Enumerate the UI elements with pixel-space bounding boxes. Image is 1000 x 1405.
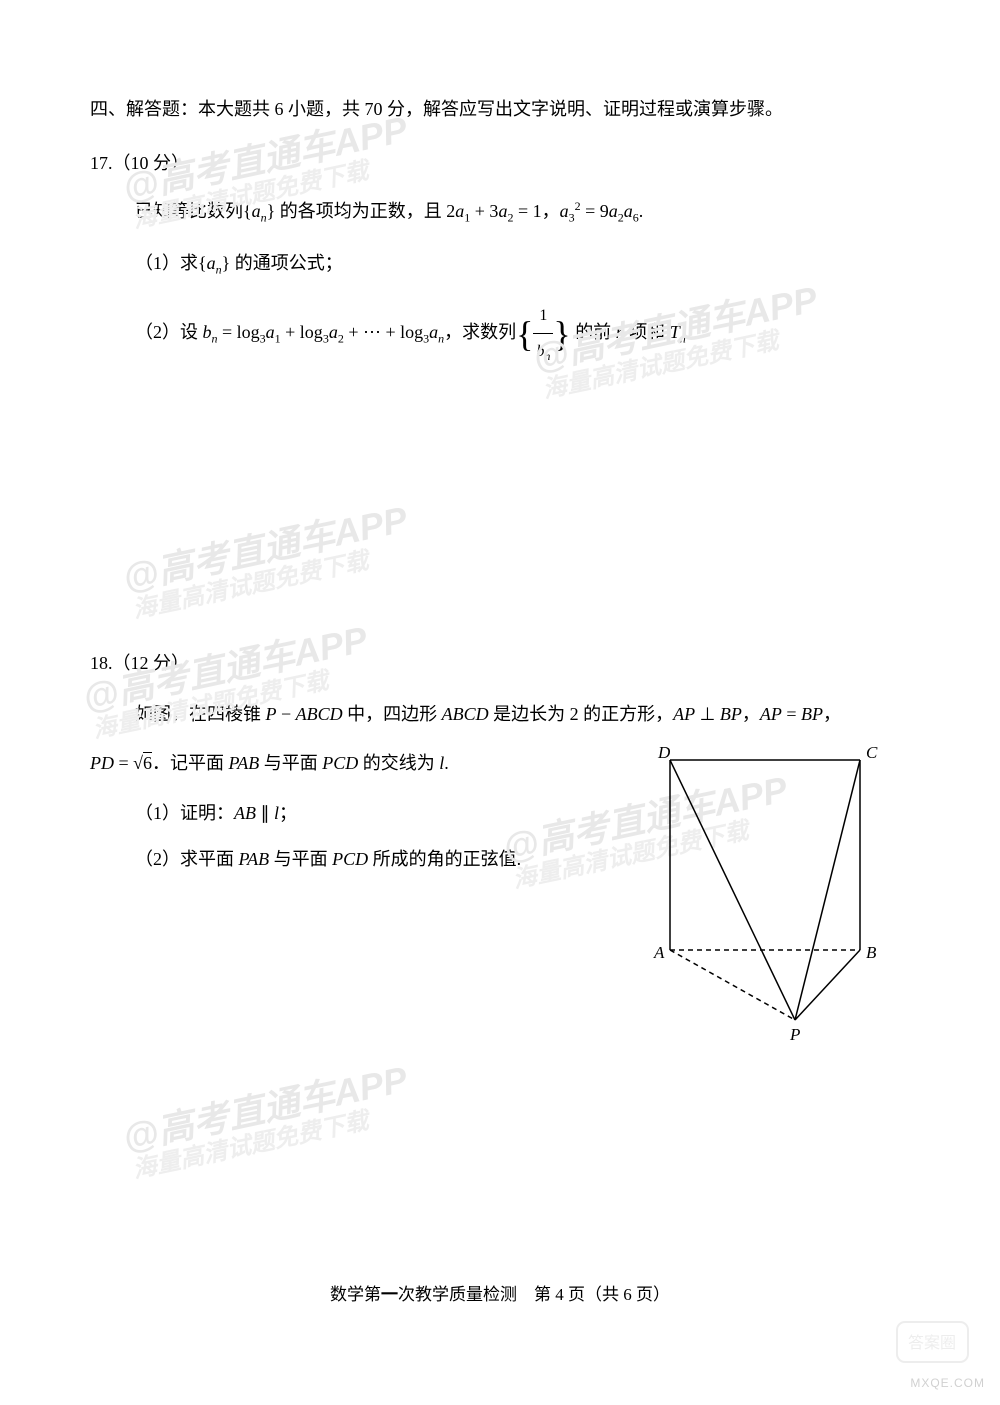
q17-intro: 已知等比数列{an} 的各项均为正数，且 2a1 + 3a2 = 1，a32 =… — [135, 195, 910, 229]
q17-part1: （1）求{an} 的通项公式； — [135, 249, 910, 278]
page-footer: 数学第一次教学质量检测 第 4 页（共 6 页） — [0, 1280, 1000, 1305]
svg-text:答案圈: 答案圈 — [908, 1334, 956, 1352]
corner-watermark-icon: 答案圈 — [895, 1320, 970, 1375]
vertex-label-P: P — [789, 1025, 800, 1044]
q17-header: 17.（10 分） — [90, 149, 910, 175]
watermark: @高考直通车APP — [118, 1051, 412, 1162]
watermark-sub: 海量高清试题免费下载 — [129, 1100, 371, 1184]
section-heading: 四、解答题：本大题共 6 小题，共 70 分，解答应写出文字说明、证明过程或演算… — [90, 95, 910, 124]
q18-header: 18.（12 分） — [90, 649, 910, 675]
q18-intro-line1: 如图，在四棱锥 P − ABCD 中，四边形 ABCD 是边长为 2 的正方形，… — [135, 695, 910, 735]
q18-part1: （1）证明：AB ∥ l； — [135, 799, 610, 825]
q17-part2: （2）设 bn = log3a1 + log3a2 + ⋯ + log3an，求… — [135, 298, 910, 370]
corner-watermark-url: MXQE.COM — [910, 1376, 985, 1390]
vertex-label-A: A — [653, 943, 665, 962]
q18-part2: （2）求平面 PAB 与平面 PCD 所成的角的正弦值. — [135, 845, 610, 871]
vertex-label-B: B — [866, 943, 877, 962]
vertex-label-C: C — [866, 743, 878, 762]
vertex-label-D: D — [657, 743, 671, 762]
answer-space-q17 — [90, 389, 910, 649]
geometry-diagram: D C A B P — [650, 740, 900, 1050]
